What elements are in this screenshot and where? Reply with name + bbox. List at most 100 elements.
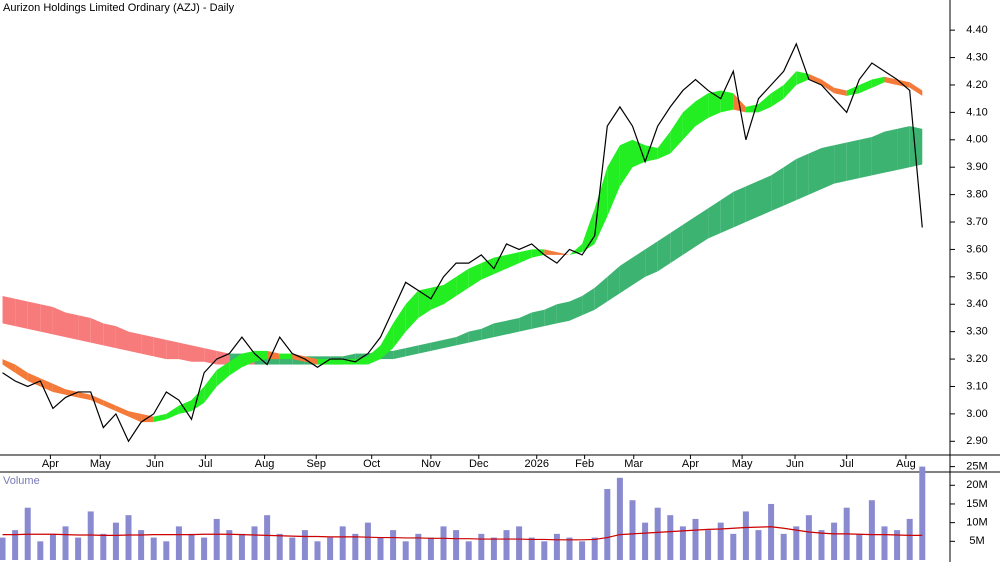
volume-bar bbox=[289, 537, 296, 560]
volume-bar bbox=[352, 533, 359, 560]
panel-title: Volume bbox=[3, 475, 40, 487]
volume-bar bbox=[301, 530, 308, 560]
x-tick-label: Sep bbox=[306, 458, 326, 470]
band-segment bbox=[115, 405, 129, 417]
band-segment bbox=[682, 101, 696, 140]
volume-bar bbox=[377, 537, 384, 560]
volume-bar bbox=[402, 541, 409, 560]
band-segment bbox=[771, 84, 784, 107]
volume-bar bbox=[75, 537, 82, 560]
band-segment bbox=[443, 276, 457, 305]
band-segment bbox=[808, 148, 822, 195]
volume-bar bbox=[465, 541, 472, 560]
band-segment bbox=[166, 405, 179, 420]
volume-bar bbox=[604, 489, 611, 560]
band-segment bbox=[657, 131, 671, 159]
band-segment bbox=[2, 296, 16, 327]
band-segment bbox=[859, 137, 872, 179]
band-segment bbox=[141, 334, 154, 357]
volume-bar bbox=[553, 533, 560, 560]
band-segment bbox=[330, 359, 343, 365]
x-tick-label: Jun bbox=[786, 458, 804, 470]
band-segment bbox=[405, 290, 419, 332]
band-segment bbox=[342, 359, 356, 365]
volume-bar bbox=[881, 526, 888, 560]
band-segment bbox=[191, 345, 205, 362]
price-line bbox=[2, 42, 923, 443]
band-segment bbox=[430, 285, 444, 310]
volume-bar bbox=[37, 541, 44, 560]
volume-bar bbox=[175, 526, 182, 560]
band-segment bbox=[90, 317, 104, 346]
volume-bar bbox=[490, 537, 497, 560]
band-segment bbox=[796, 71, 809, 85]
band-segment bbox=[632, 139, 646, 168]
band-segment bbox=[418, 287, 431, 318]
y-tick-label: 3.40 bbox=[966, 298, 987, 310]
band-segment bbox=[456, 331, 469, 346]
volume-bar bbox=[629, 500, 636, 560]
volume-bar bbox=[390, 530, 397, 560]
band-segment bbox=[758, 93, 772, 113]
y-tick-label: 3.90 bbox=[966, 161, 987, 173]
band-segment bbox=[380, 323, 394, 360]
volume-bar bbox=[679, 526, 686, 560]
band-segment bbox=[695, 93, 709, 127]
chart-title: Aurizon Holdings Limited Ordinary (AZJ) … bbox=[3, 2, 235, 14]
y-tick-label: 10M bbox=[966, 517, 987, 529]
band-segment bbox=[65, 389, 79, 398]
y-tick-label: 3.60 bbox=[966, 243, 987, 255]
band-segment bbox=[619, 257, 633, 294]
band-segment bbox=[884, 76, 898, 85]
band-segment bbox=[582, 287, 595, 316]
band-segment bbox=[481, 323, 494, 340]
y-tick-label: 4.20 bbox=[966, 79, 987, 91]
band-segment bbox=[544, 304, 557, 327]
band-segment bbox=[544, 249, 557, 255]
band-segment bbox=[884, 128, 898, 173]
volume-bar bbox=[49, 533, 56, 560]
band-segment bbox=[52, 306, 66, 338]
y-tick-label: 4.40 bbox=[966, 24, 987, 36]
band-segment bbox=[65, 312, 79, 340]
band-segment bbox=[909, 126, 923, 168]
band-segment bbox=[556, 252, 570, 255]
band-segment bbox=[40, 304, 53, 335]
volume-bar bbox=[163, 541, 170, 560]
band-segment bbox=[204, 370, 217, 403]
volume-bar bbox=[0, 537, 6, 560]
y-tick-label: 3.50 bbox=[966, 271, 987, 283]
band-segment bbox=[607, 145, 620, 217]
band-segment bbox=[569, 296, 583, 321]
volume-bar bbox=[201, 537, 208, 560]
band-segment bbox=[153, 413, 167, 423]
band-segment bbox=[796, 153, 809, 201]
band-segment bbox=[506, 317, 520, 335]
volume-bar bbox=[856, 533, 863, 560]
band-segment bbox=[493, 320, 507, 338]
volume-bar bbox=[894, 530, 901, 560]
band-segment bbox=[519, 249, 532, 264]
y-tick-label: 3.20 bbox=[966, 353, 987, 365]
band-segment bbox=[607, 265, 620, 302]
band-segment bbox=[15, 298, 28, 329]
volume-bar bbox=[579, 541, 586, 560]
y-tick-label: 20M bbox=[966, 479, 987, 491]
x-tick-label: Nov bbox=[421, 458, 441, 470]
volume-bar bbox=[440, 526, 447, 560]
volume-bar bbox=[415, 533, 422, 560]
band-segment bbox=[897, 126, 910, 170]
volume-bar bbox=[12, 530, 19, 560]
band-segment bbox=[720, 90, 734, 113]
band-segment bbox=[682, 216, 696, 255]
band-segment bbox=[103, 323, 116, 349]
volume-bar bbox=[138, 530, 145, 560]
volume-bar bbox=[906, 518, 913, 560]
y-tick-label: 3.00 bbox=[966, 408, 987, 420]
volume-bar bbox=[742, 511, 749, 560]
band-segment bbox=[2, 359, 16, 373]
volume-bar bbox=[364, 522, 371, 560]
band-segment bbox=[531, 309, 545, 329]
x-tick-label: Aug bbox=[896, 458, 916, 470]
